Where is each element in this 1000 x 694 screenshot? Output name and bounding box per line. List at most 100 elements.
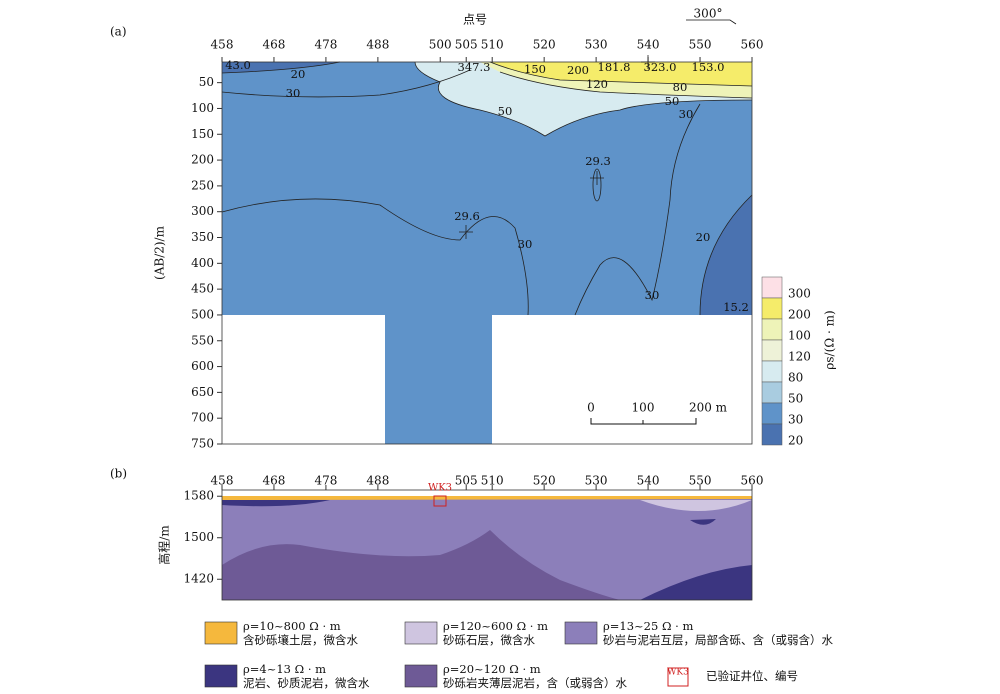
x-tick-label: 540 [637, 38, 660, 52]
y-tick-label: 200 [191, 153, 214, 167]
y-title: (AB/2)/m [153, 225, 167, 280]
legend-swatch [204, 664, 238, 688]
colorbar-box [761, 339, 783, 362]
legend-text: 泥岩、砂质泥岩，微含水 [243, 676, 370, 690]
legend-formula: ρ=20~120 Ω · m [443, 662, 541, 676]
contour-label: 80 [673, 80, 688, 94]
contour-label: 50 [498, 104, 513, 118]
contour-line [221, 69, 471, 98]
x-tick-label: 520 [533, 38, 556, 52]
legend-formula: ρ=4~13 Ω · m [243, 662, 326, 676]
colorbar-label: 200 [788, 308, 811, 322]
legend-formula: ρ=120~600 Ω · m [443, 619, 548, 633]
contour-label: 323.0 [644, 60, 677, 74]
y-tick-label: 50 [199, 75, 214, 89]
direction: 300° [694, 7, 723, 21]
colorbar-box [761, 402, 783, 425]
x-tick-label: 510 [481, 38, 504, 52]
panel-label: (a) [110, 25, 127, 39]
layer [222, 496, 752, 500]
layer [640, 565, 752, 600]
x-tick-label: 458 [211, 38, 234, 52]
y-tick-label: 150 [191, 127, 214, 141]
colorbar-label: 30 [788, 413, 803, 427]
legend-well [667, 667, 689, 687]
y-tick-label: 450 [191, 282, 214, 296]
legend-well-label: WK3 [667, 668, 689, 678]
y-tick-label: 700 [191, 411, 214, 425]
zone [700, 195, 752, 315]
x-tick-label: 478 [314, 38, 337, 52]
marker-cross [641, 55, 655, 69]
y-tick-label: 300 [191, 204, 214, 218]
contour-label: 30 [518, 237, 533, 251]
colorbar-box [761, 276, 783, 299]
contour-line [699, 194, 753, 316]
scale-label: 200 m [689, 401, 728, 415]
x-tick-label: 505 [455, 474, 478, 488]
x-title: 点号 [463, 13, 487, 27]
colorbar-label: 120 [788, 350, 811, 364]
legend-text: 砂砾岩夹薄层泥岩，含（或弱含）水 [443, 676, 627, 690]
contour-label: 153.0 [692, 60, 725, 74]
contour-line [499, 71, 753, 99]
y-tick-label: 600 [191, 359, 214, 373]
y-tick-label: 1420 [183, 572, 214, 586]
x-tick-label: 510 [481, 474, 504, 488]
y-tick-label: 500 [191, 307, 214, 321]
legend-formula: ρ=13~25 Ω · m [603, 619, 693, 633]
plot-frame [221, 489, 753, 601]
x-tick-label: 478 [314, 474, 337, 488]
y-tick-label: 750 [191, 437, 214, 451]
contour-line [221, 198, 529, 316]
y-tick-label: 650 [191, 385, 214, 399]
colorbar-box [761, 297, 783, 320]
colorbar-label: 20 [788, 434, 803, 448]
zone [222, 62, 340, 73]
x-tick-label: 505 [455, 38, 478, 52]
scale-bar [590, 418, 697, 425]
y-tick-label: 1580 [183, 489, 214, 503]
contour-line [221, 61, 341, 74]
contour-label: 29.6 [454, 209, 480, 223]
legend-text: 含砂砾壤土层，微含水 [243, 633, 358, 647]
x-tick-label: 550 [689, 474, 712, 488]
x-tick-label: 468 [263, 38, 286, 52]
x-tick-label: 488 [366, 474, 389, 488]
contour-label: 15.2 [723, 300, 749, 314]
y-tick-label: 400 [191, 256, 214, 270]
legend-formula: ρ=10~800 Ω · m [243, 619, 341, 633]
contour-label: 150 [524, 62, 546, 76]
contour-label: 20 [291, 67, 306, 81]
legend-swatch [404, 621, 438, 645]
x-tick-label: 458 [211, 474, 234, 488]
x-tick-label: 488 [366, 38, 389, 52]
contour-line [574, 103, 701, 316]
contour-label: 30 [679, 107, 694, 121]
y-tick-label: 100 [191, 101, 214, 115]
x-tick-label: 500 [429, 38, 452, 52]
x-tick-label: 468 [263, 474, 286, 488]
x-tick-label: 550 [689, 38, 712, 52]
y-tick-label: 250 [191, 178, 214, 192]
layer [640, 500, 752, 511]
contour-line [592, 168, 602, 202]
legend-swatch [404, 664, 438, 688]
colorbar-label: 80 [788, 371, 803, 385]
colorbar-title: ρs/(Ω · m) [823, 310, 837, 369]
colorbar-box [761, 360, 783, 383]
contour-label: 120 [586, 77, 608, 91]
legend-swatch [204, 621, 238, 645]
x-tick-label: 560 [741, 474, 764, 488]
layer [690, 519, 716, 525]
legend-text: 砂岩与泥岩互层，局部含砾、含（或弱含）水 [603, 633, 833, 647]
contour-label: 50 [665, 94, 680, 108]
x-tick-label: 520 [533, 474, 556, 488]
y-tick-label: 350 [191, 230, 214, 244]
colorbar-label: 50 [788, 392, 803, 406]
contour-label: 30 [645, 288, 660, 302]
field-deep [385, 315, 492, 444]
y-title: 高程/m [157, 525, 172, 565]
contour-label: 347.3 [458, 60, 491, 74]
